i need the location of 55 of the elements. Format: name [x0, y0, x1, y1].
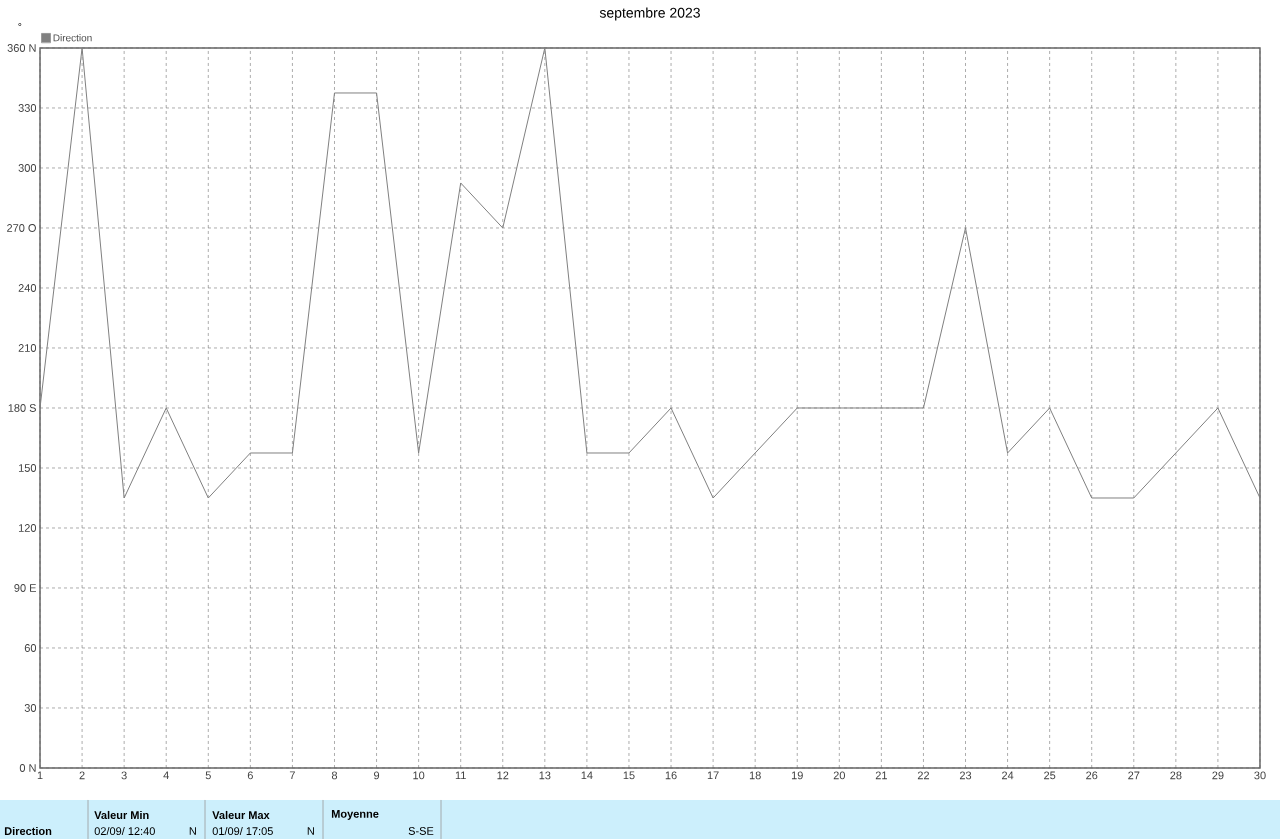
x-tick-label: 8	[331, 771, 338, 780]
text: Valeur Min	[94, 810, 149, 820]
text: Direction	[4, 826, 52, 836]
x-tick-label: 30	[1254, 771, 1266, 780]
text: S-SE	[408, 827, 434, 835]
x-tick-label: 14	[581, 771, 593, 780]
legend-label: Direction	[53, 34, 92, 42]
text: 02/09/ 12:40	[94, 826, 155, 836]
y-tick-label: 60	[24, 644, 37, 652]
y-tick-label: 0 N	[19, 764, 36, 772]
x-tick-label: 3	[121, 771, 127, 780]
text: N	[189, 827, 196, 835]
text: N	[307, 827, 314, 835]
y-axis-title: °	[18, 23, 22, 26]
x-tick-label: 10	[413, 771, 425, 780]
y-tick-label: 240	[18, 284, 37, 292]
chart-title: septembre 2023	[599, 7, 700, 21]
y-tick-label: 330	[18, 104, 37, 112]
y-tick-label: 360 N	[7, 44, 36, 52]
x-tick-label: 25	[1044, 771, 1056, 780]
x-tick-label: 27	[1128, 771, 1140, 780]
x-tick-label: 29	[1212, 771, 1224, 780]
y-tick-label: 180 S	[8, 404, 36, 412]
x-tick-label: 17	[707, 771, 719, 780]
text: 01/09/ 17:05	[212, 826, 273, 836]
y-tick-label: 270 O	[7, 224, 36, 232]
y-tick-label: 90 E	[14, 584, 36, 592]
text: Valeur Max	[212, 810, 270, 820]
x-tick-label: 21	[875, 771, 887, 780]
x-tick-label: 28	[1170, 771, 1182, 780]
x-tick-label: 19	[791, 771, 803, 780]
x-tick-label: 22	[917, 771, 929, 780]
x-tick-label: 16	[665, 771, 677, 780]
x-tick-label: 2	[79, 771, 85, 780]
x-tick-label: 20	[833, 771, 845, 780]
y-tick-label: 30	[24, 704, 37, 712]
x-tick-label: 1	[37, 771, 43, 780]
x-tick-label: 26	[1086, 771, 1098, 780]
y-tick-label: 210	[18, 344, 37, 352]
x-tick-label: 9	[374, 771, 380, 780]
x-tick-label: 24	[1002, 771, 1014, 780]
y-tick-label: 120	[18, 524, 37, 532]
x-tick-label: 13	[539, 771, 551, 780]
y-tick-label: 150	[18, 464, 37, 472]
x-tick-label: 23	[959, 771, 972, 780]
x-tick-label: 7	[289, 771, 295, 780]
y-tick-label: 300	[18, 164, 37, 172]
x-tick-label: 18	[749, 771, 761, 780]
text: Moyenne	[331, 810, 379, 820]
x-tick-label: 4	[163, 771, 169, 780]
x-tick-label: 5	[205, 771, 211, 780]
x-tick-label: 11	[455, 771, 466, 780]
x-tick-label: 6	[247, 771, 253, 780]
x-tick-label: 15	[623, 771, 635, 780]
x-tick-label: 12	[497, 771, 509, 780]
